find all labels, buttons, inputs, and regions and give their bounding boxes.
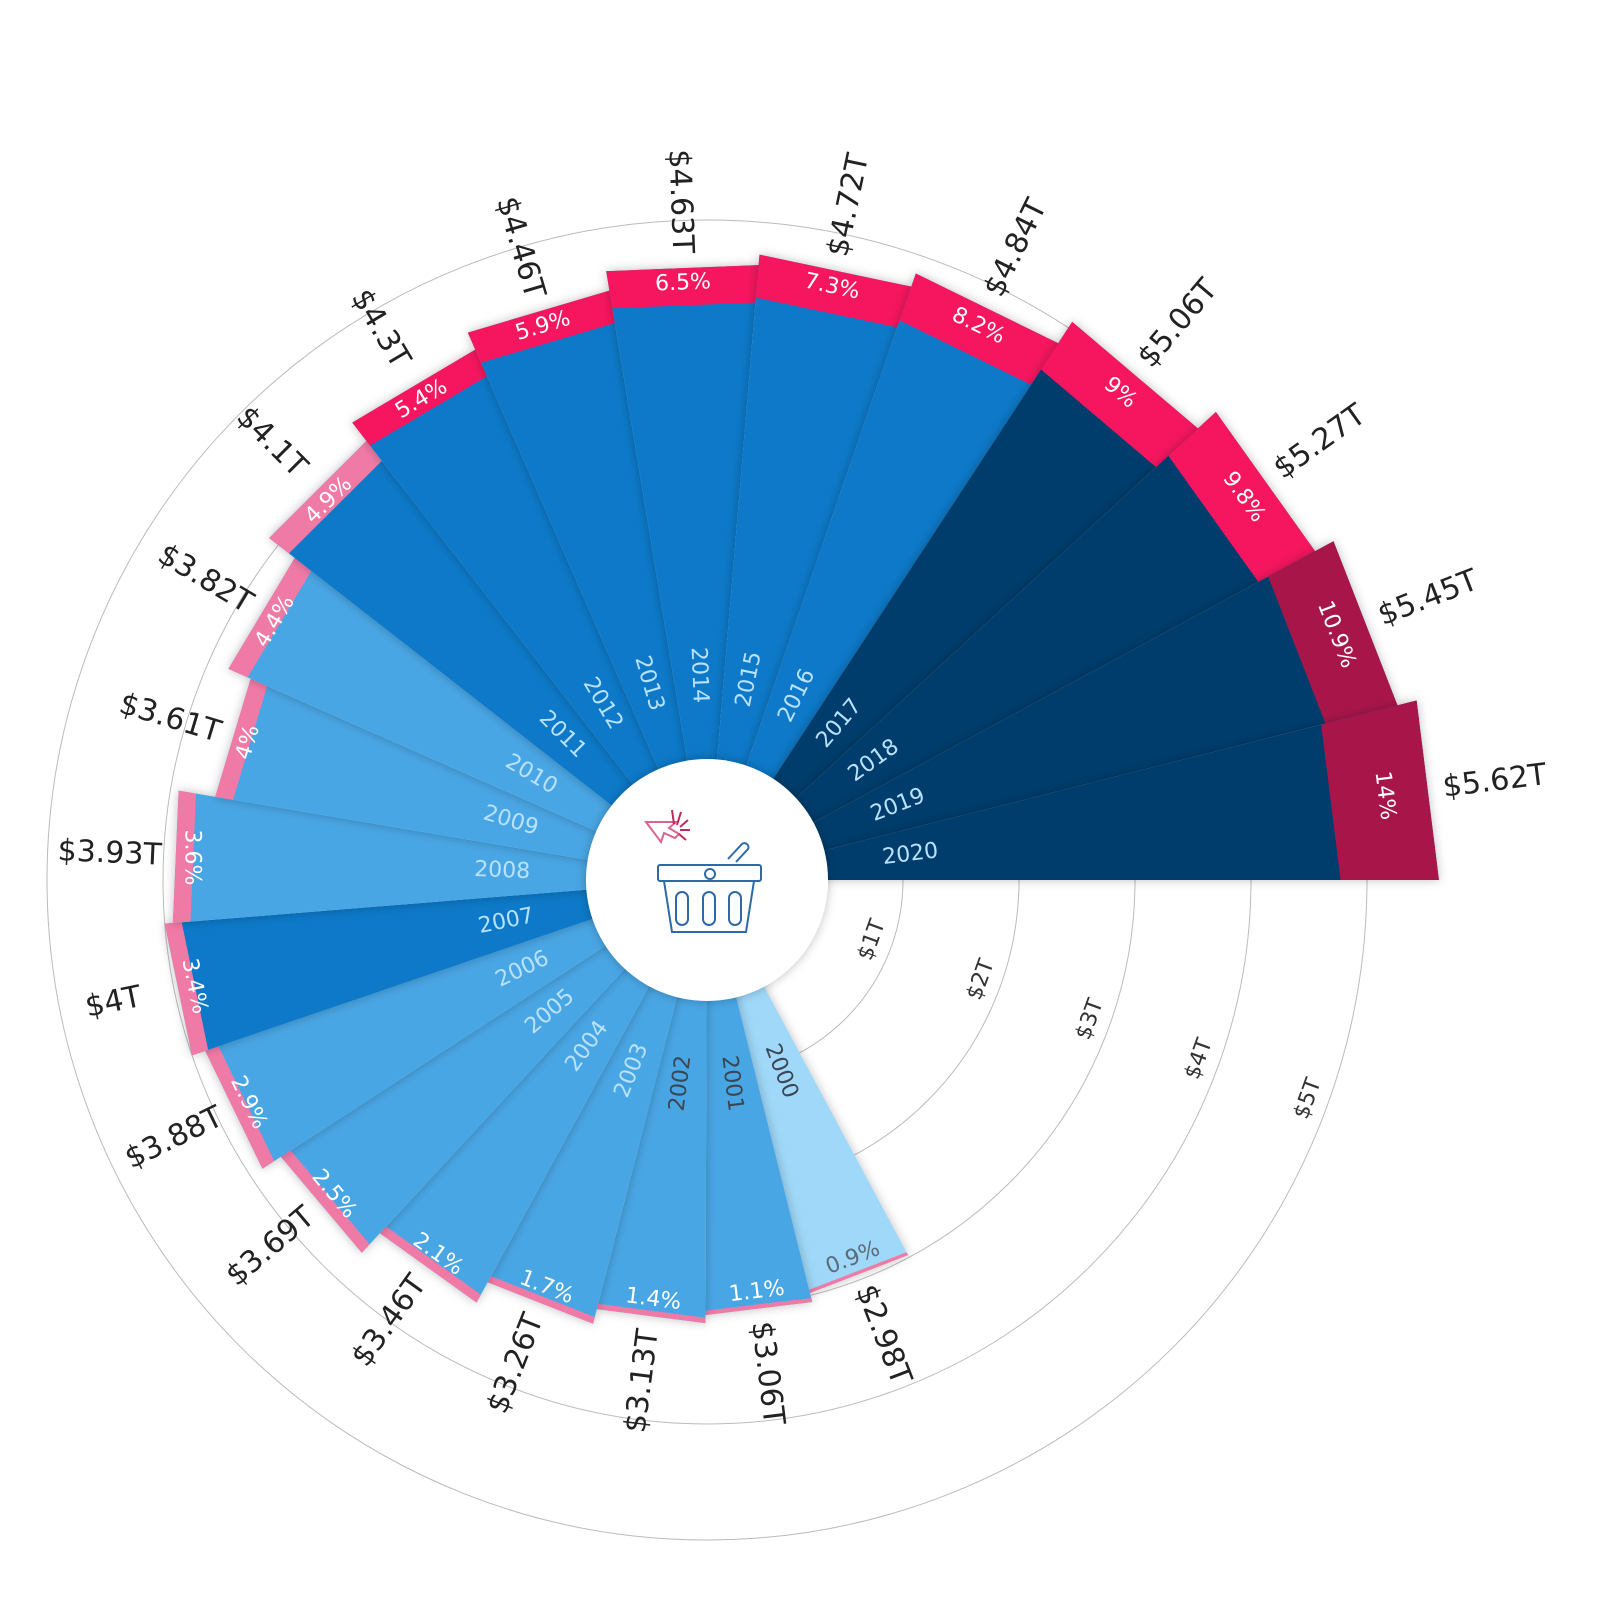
value-label: $3.46T: [344, 1268, 434, 1374]
value-label: $3.06T: [744, 1319, 791, 1427]
share-label: 14%: [1370, 770, 1401, 822]
bar-segment: [467, 290, 707, 880]
bar-segment: [707, 254, 912, 881]
bar-share-cap: [1168, 412, 1316, 582]
bar-2007: [164, 880, 707, 1056]
bar-segment: [228, 557, 707, 880]
bar-segment: [707, 700, 1439, 880]
bar-segment: [379, 880, 707, 1303]
bar-2008: [172, 790, 707, 923]
bar-segment: [205, 880, 707, 1169]
value-label: $4.46T: [489, 193, 552, 304]
bar-2014: [606, 265, 759, 880]
bar-segment: [606, 265, 759, 880]
bar-share-cap: [606, 265, 759, 309]
bar-share-cap: [1268, 541, 1398, 724]
bar-segment: [707, 273, 1059, 880]
bar-share-cap: [755, 254, 912, 328]
value-label: $4.1T: [229, 399, 314, 484]
year-label: 2008: [474, 857, 531, 884]
value-label: $5.06T: [1131, 272, 1226, 375]
bar-segment: [269, 440, 707, 880]
bar-share-cap: [467, 290, 615, 363]
bar-share-cap: [228, 557, 312, 678]
bar-segment: [352, 349, 707, 880]
bar-2018: [707, 412, 1316, 880]
bar-segment: [487, 880, 707, 1324]
bar-2015: [707, 254, 912, 881]
bar-2006: [205, 880, 707, 1169]
value-label: $3.13T: [618, 1326, 666, 1434]
bar-segment: [280, 880, 707, 1253]
bar-2020: [707, 700, 1439, 880]
value-label: $4.72T: [820, 150, 876, 260]
value-label: $3.61T: [115, 686, 226, 750]
bar-segment: [164, 880, 707, 1056]
radial-tick-label: $3T: [1071, 995, 1109, 1043]
radial-tick-label: $2T: [962, 955, 1000, 1003]
value-label: $3.93T: [57, 833, 163, 873]
value-label: $3.82T: [152, 537, 260, 621]
bar-share-cap: [215, 678, 268, 800]
bar-segment: [707, 541, 1398, 880]
bar-2013: [467, 290, 707, 880]
bar-2016: [707, 273, 1059, 880]
bar-share-cap: [487, 1276, 595, 1324]
radial-tick-label: $5T: [1289, 1074, 1327, 1122]
bar-2011: [269, 440, 707, 880]
bar-share-cap: [269, 440, 382, 554]
bar-share-cap: [809, 1252, 909, 1294]
center-hub: [586, 759, 828, 1001]
value-label: $4.63T: [661, 149, 700, 255]
bar-2005: [280, 880, 707, 1253]
bar-share-cap: [205, 1046, 275, 1169]
radial-tick-label: $4T: [1180, 1035, 1218, 1083]
bar-2019: [707, 541, 1398, 880]
bar-segment: [707, 321, 1198, 880]
bar-segment: [707, 412, 1316, 880]
bar-2017: [707, 321, 1198, 880]
bar-share-cap: [280, 1150, 370, 1253]
value-label: $4.3T: [344, 283, 418, 375]
bar-segment: [172, 790, 707, 923]
bar-2009: [215, 678, 707, 880]
bar-share-cap: [1321, 700, 1439, 880]
bar-2003: [487, 880, 707, 1324]
value-label: $3.88T: [119, 1099, 229, 1176]
bar-share-cap: [705, 1297, 813, 1315]
bar-share-cap: [596, 1303, 706, 1324]
bar-2012: [352, 349, 707, 880]
value-label: $2.98T: [848, 1280, 918, 1390]
value-label: $3.69T: [219, 1199, 322, 1293]
year-label: 2014: [686, 647, 713, 704]
value-label: $5.27T: [1267, 397, 1373, 486]
bar-share-cap: [164, 922, 209, 1056]
bar-share-cap: [379, 1226, 481, 1303]
value-label: $5.45T: [1373, 562, 1483, 633]
shopping-basket-click-icon: [644, 809, 762, 933]
bar-share-cap: [899, 273, 1059, 385]
value-label: $4.84T: [977, 193, 1055, 303]
bar-share-cap: [1041, 321, 1198, 468]
share-label: 3.6%: [180, 830, 205, 886]
bar-share-cap: [172, 790, 197, 923]
share-label: 6.5%: [655, 269, 712, 296]
value-label: $3.26T: [480, 1308, 551, 1418]
radial-tick-label: $1T: [853, 916, 891, 964]
bar-2004: [379, 880, 707, 1303]
bar-segment: [215, 678, 707, 880]
bar-2010: [228, 557, 707, 880]
value-label: $4T: [82, 979, 145, 1025]
bar-share-cap: [352, 349, 487, 446]
value-label: $5.62T: [1441, 757, 1549, 805]
bars: [164, 254, 1439, 1324]
